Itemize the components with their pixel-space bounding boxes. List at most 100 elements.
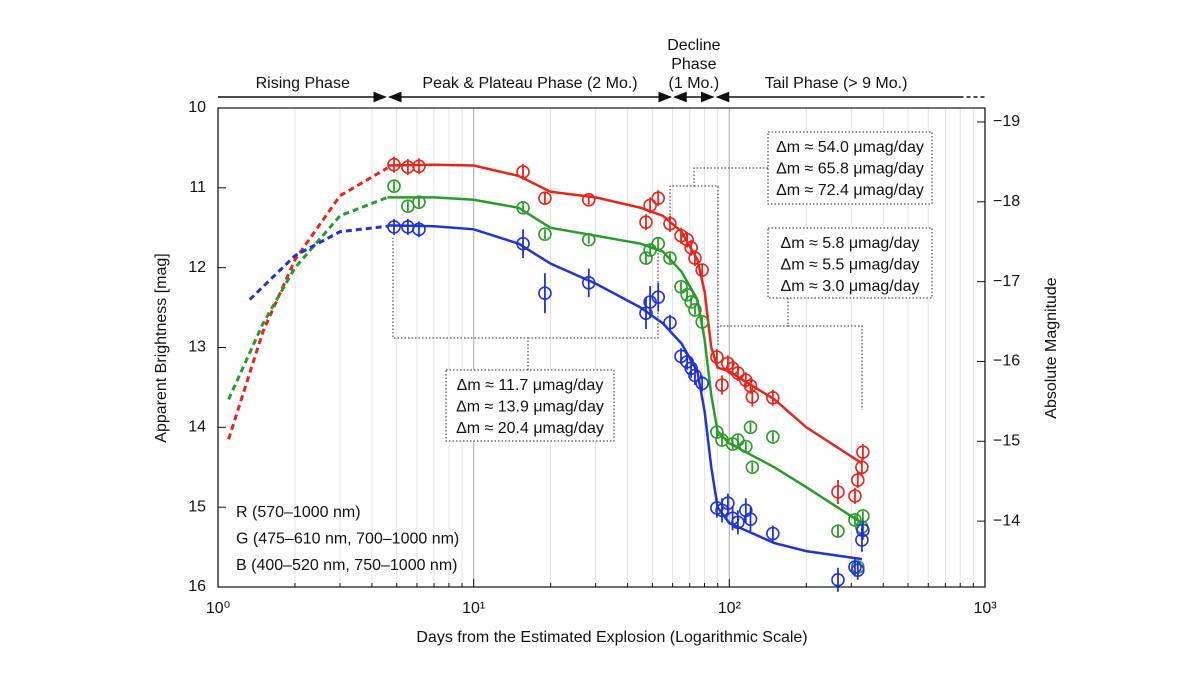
rise-curve <box>227 166 389 440</box>
data-point <box>745 390 760 404</box>
data-point <box>516 165 530 179</box>
data-point <box>856 523 870 538</box>
x-tick-label: 10³ <box>973 600 997 617</box>
data-point <box>766 390 780 405</box>
data-point <box>710 350 724 364</box>
y2-tick-label: −18 <box>993 193 1020 210</box>
connector <box>392 238 529 370</box>
data-point <box>831 524 845 538</box>
annotation-text: Δm ≈ 5.5 μmag/day <box>781 257 920 274</box>
data-point <box>680 288 694 302</box>
data-point <box>745 460 760 475</box>
data-point <box>848 489 862 503</box>
data-point <box>538 191 552 206</box>
data-point <box>684 295 698 309</box>
fit-curve <box>387 196 863 525</box>
y2-tick-label: −14 <box>993 512 1020 529</box>
data-point <box>663 315 677 330</box>
data-point <box>639 215 653 229</box>
annotation-box <box>445 369 615 442</box>
data-point <box>516 236 530 251</box>
data-point <box>581 276 596 290</box>
annotation-box <box>767 227 933 299</box>
data-point <box>581 232 596 247</box>
data-point <box>695 315 709 329</box>
y-tick-label: 12 <box>188 259 206 276</box>
phase-label: Tail Phase (> 9 Mo.) <box>765 75 908 92</box>
y-tick-label: 16 <box>188 578 206 595</box>
annotation-text: Δm ≈ 11.7 μmag/day <box>457 377 604 394</box>
data-point <box>581 193 596 207</box>
data-point <box>743 512 758 526</box>
data-point <box>850 473 865 487</box>
annotation-text: Δm ≈ 3.0 μmag/day <box>781 278 920 295</box>
data-point <box>643 198 657 213</box>
data-point <box>695 376 709 391</box>
legend-entry: B (400–520 nm, 750–1000 nm) <box>236 557 457 574</box>
data-point <box>766 526 780 541</box>
data-point <box>651 236 666 251</box>
data-point <box>855 533 869 547</box>
connector <box>788 325 863 410</box>
data-point <box>538 227 552 241</box>
phase-label: Phase <box>671 56 716 73</box>
data-point <box>688 368 702 383</box>
phase-label: (1 Mo.) <box>669 75 720 92</box>
x-axis-title: Days from the Estimated Explosion (Logar… <box>416 629 807 646</box>
data-point <box>538 286 552 301</box>
data-point <box>695 263 709 277</box>
data-point <box>516 200 530 215</box>
y-tick-label: 11 <box>189 179 206 196</box>
data-point <box>855 460 869 475</box>
data-point <box>663 251 677 265</box>
connector <box>694 185 719 340</box>
phase-label: Rising Phase <box>256 75 350 92</box>
data-point <box>848 560 862 574</box>
data-point <box>721 356 735 371</box>
x-tick-label: 10⁰ <box>206 600 230 617</box>
data-point <box>743 420 758 435</box>
y2-tick-label: −19 <box>993 113 1020 130</box>
data-point <box>684 361 698 376</box>
rise-curve <box>227 196 388 401</box>
y2-axis-title: Absolute Magnitude <box>1043 277 1060 419</box>
annotation-text: Δm ≈ 65.8 μmag/day <box>776 161 924 178</box>
annotation-text: Δm ≈ 54.0 μmag/day <box>776 139 924 156</box>
y-axis-title: Apparent Brightness [mag] <box>153 253 170 442</box>
data-point <box>639 251 653 265</box>
data-point <box>731 366 745 380</box>
data-point <box>651 191 666 206</box>
x-tick-label: 10¹ <box>462 600 485 617</box>
annotation-text: Δm ≈ 20.4 μmag/day <box>456 420 604 437</box>
data-point <box>387 157 401 172</box>
fit-curve <box>387 224 863 561</box>
rise-curve <box>248 224 388 301</box>
data-point <box>651 290 666 305</box>
data-point <box>856 445 870 459</box>
y2-tick-label: −16 <box>993 353 1020 370</box>
data-point <box>412 222 426 237</box>
y2-tick-label: −15 <box>993 433 1020 450</box>
connector <box>528 240 659 339</box>
connector <box>717 298 789 345</box>
y-tick-label: 10 <box>188 99 206 116</box>
data-point <box>688 303 702 317</box>
annotation-text: Δm ≈ 72.4 μmag/day <box>776 182 924 199</box>
y-tick-label: 13 <box>188 339 206 356</box>
data-point <box>766 430 780 444</box>
data-point <box>715 378 729 392</box>
data-point <box>850 563 865 578</box>
data-point <box>387 220 401 234</box>
annotation-text: Δm ≈ 13.9 μmag/day <box>456 399 604 416</box>
y-tick-label: 15 <box>188 498 206 515</box>
data-point <box>739 439 753 454</box>
data-point <box>663 216 677 231</box>
data-point <box>848 513 862 527</box>
data-point <box>680 232 694 247</box>
data-point <box>731 515 745 530</box>
data-point <box>412 195 426 210</box>
data-point <box>401 160 415 174</box>
phase-label: Peak & Plateau Phase (2 Mo.) <box>422 75 637 92</box>
